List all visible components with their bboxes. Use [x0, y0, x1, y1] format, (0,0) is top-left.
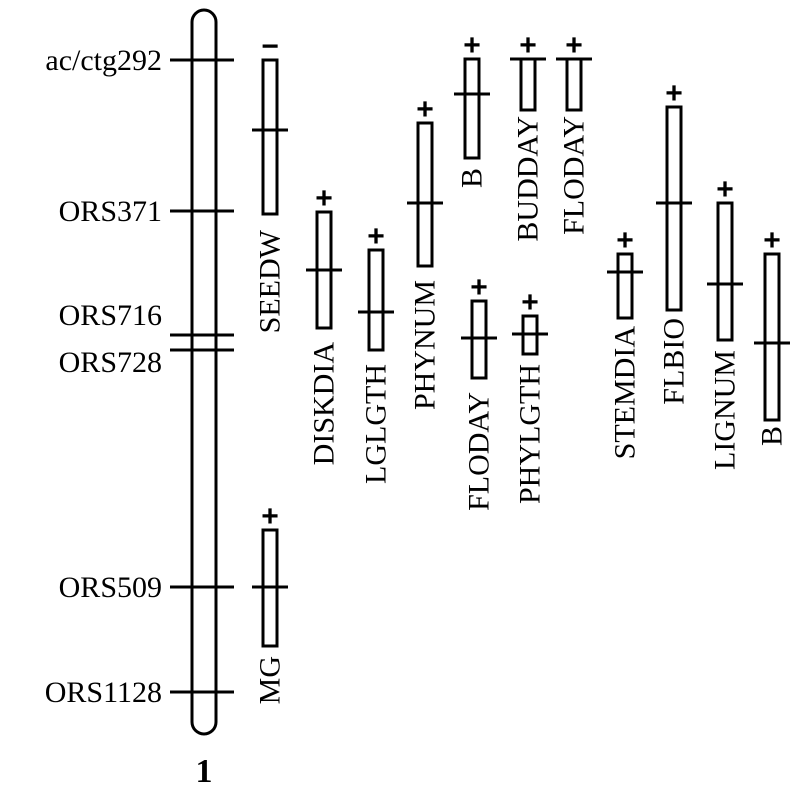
qtl-interval-bar	[763, 252, 781, 422]
qtl-effect-sign: +	[416, 93, 434, 126]
qtl-effect-sign: +	[261, 500, 279, 533]
qtl-trait-label: FLODAY	[558, 116, 591, 235]
qtl-stemdia: + STEMDIA	[607, 224, 643, 459]
qtl-interval-bar	[261, 58, 279, 216]
qtl-diskdia: + DISKDIA	[306, 182, 342, 465]
qtl-effect-sign: +	[616, 224, 634, 257]
chromosome-number: 1	[196, 753, 213, 786]
qtl-effect-sign: +	[716, 173, 734, 206]
qtl-trait-label: LIGNUM	[709, 350, 742, 470]
qtl-interval-bar	[565, 57, 583, 112]
qtl-effect-sign: +	[463, 29, 481, 62]
qtl-trait-label: PHYLGTH	[514, 364, 547, 504]
qtl-effect-sign: +	[763, 224, 781, 257]
qtl-budday: + BUDDAY	[510, 29, 546, 242]
qtl-effect-sign: +	[367, 220, 385, 253]
qtl-interval-bar	[463, 57, 481, 160]
qtl-b: +B	[454, 29, 490, 188]
marker-label: ORS728	[59, 346, 162, 379]
qtl-trait-label: MG	[254, 656, 287, 704]
qtl-phylgth: + PHYLGTH	[512, 286, 548, 504]
qtl-interval-bar	[716, 201, 734, 342]
marker-label: ac/ctg292	[45, 44, 162, 77]
qtl-floday: + FLODAY	[556, 29, 592, 235]
qtl-interval-bar	[519, 57, 537, 112]
qtl-effect-sign: +	[519, 29, 537, 62]
qtl-b: +B	[754, 224, 790, 446]
qtl-trait-label: FLBIO	[658, 318, 691, 405]
qtl-trait-label: SEEDW	[254, 229, 287, 333]
qtl-trait-label: B	[756, 426, 789, 446]
qtl-seedw: − SEEDW	[252, 30, 288, 333]
chromosome-bar	[190, 8, 218, 736]
qtl-interval-bar	[367, 248, 385, 352]
qtl-effect-sign: +	[665, 77, 683, 110]
qtl-trait-label: STEMDIA	[609, 326, 642, 460]
marker-label: ORS371	[59, 195, 162, 228]
qtl-effect-sign: +	[470, 271, 488, 304]
qtl-effect-sign: +	[521, 286, 539, 319]
qtl-lignum: + LIGNUM	[707, 173, 743, 470]
qtl-lglgth: + LGLGTH	[358, 220, 394, 484]
qtl-trait-label: LGLGTH	[360, 364, 393, 484]
qtl-floday: + FLODAY	[461, 271, 497, 511]
marker-label: ORS1128	[45, 676, 162, 709]
qtl-interval-bar	[416, 121, 434, 268]
qtl-flbio: + FLBIO	[656, 77, 692, 405]
qtl-effect-sign: +	[315, 182, 333, 215]
qtl-trait-label: BUDDAY	[512, 116, 545, 242]
marker-label: ORS509	[59, 571, 162, 604]
qtl-trait-label: FLODAY	[463, 392, 496, 511]
qtl-interval-bar	[665, 105, 683, 312]
qtl-phynum: + PHYNUM	[407, 93, 443, 410]
marker-label: ORS716	[59, 299, 162, 332]
qtl-mg: + MG	[252, 500, 288, 704]
qtl-interval-bar	[616, 252, 634, 320]
qtl-effect-sign: −	[261, 30, 279, 63]
qtl-trait-label: DISKDIA	[308, 342, 341, 466]
qtl-trait-label: PHYNUM	[409, 280, 442, 410]
qtl-effect-sign: +	[565, 29, 583, 62]
qtl-trait-label: B	[456, 168, 489, 188]
